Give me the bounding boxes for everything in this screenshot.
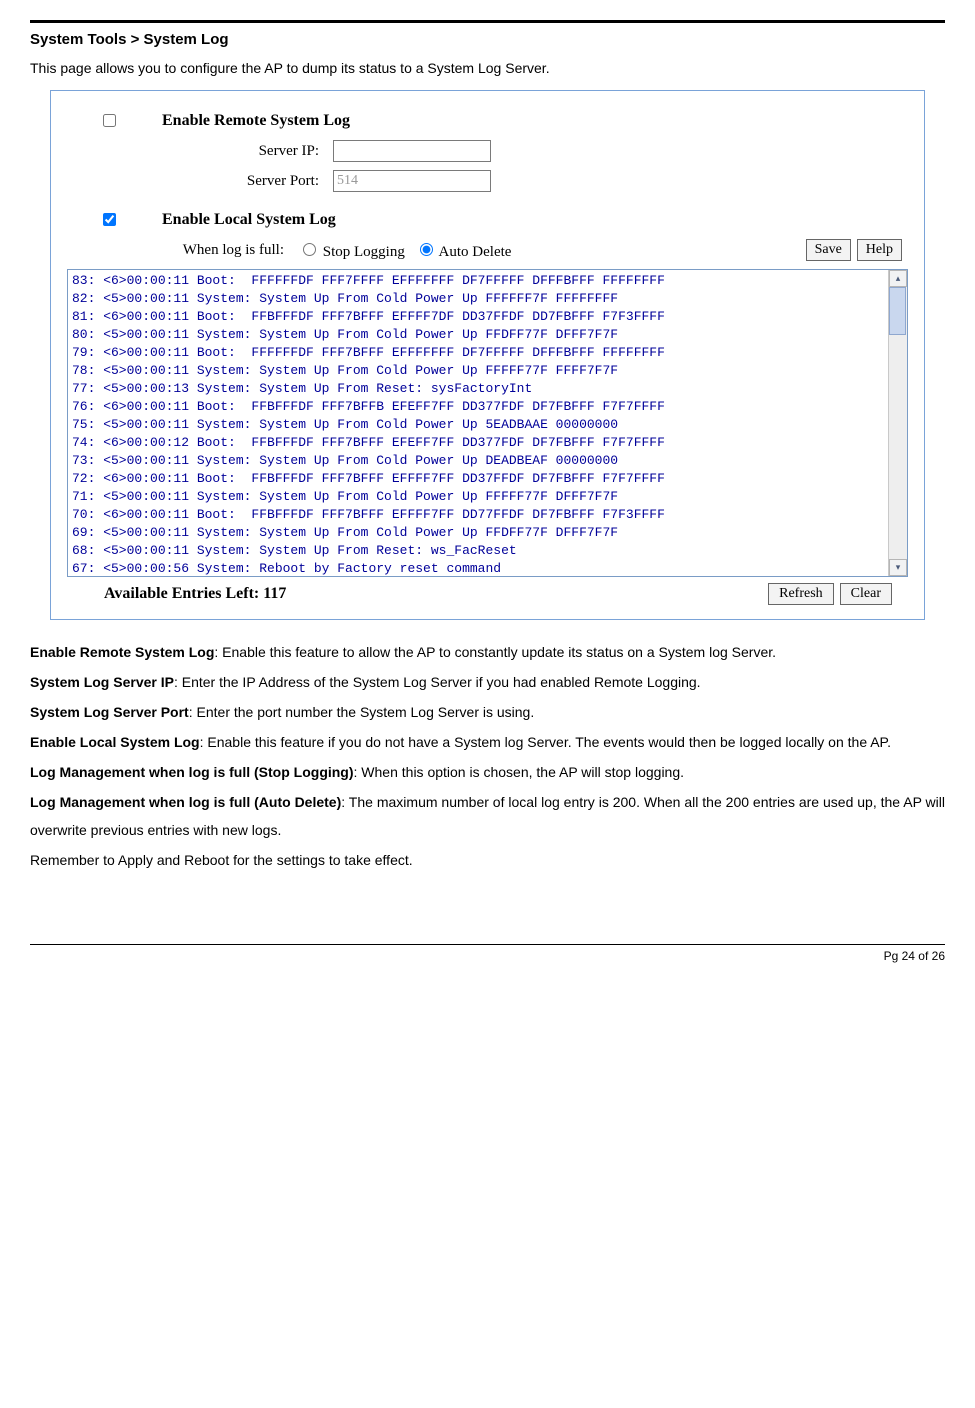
scrollbar[interactable]: ▴ ▾ <box>888 270 907 576</box>
desc-ip-text: : Enter the IP Address of the System Log… <box>174 674 701 690</box>
auto-delete-option[interactable]: Auto Delete <box>415 244 512 260</box>
enable-remote-label: Enable Remote System Log <box>162 112 350 130</box>
scroll-thumb[interactable] <box>889 287 906 335</box>
stop-logging-label: Stop Logging <box>323 244 405 260</box>
desc-remote-title: Enable Remote System Log <box>30 644 214 660</box>
server-port-label: Server Port: <box>59 173 333 190</box>
server-port-input[interactable] <box>333 170 491 192</box>
desc-port-title: System Log Server Port <box>30 704 189 720</box>
page-title: System Tools > System Log <box>30 31 945 48</box>
desc-stop-title: Log Management when log is full (Stop Lo… <box>30 764 354 780</box>
enable-local-label: Enable Local System Log <box>162 211 336 229</box>
help-button[interactable]: Help <box>857 239 902 261</box>
log-text: 83: <6>00:00:11 Boot: FFFFFFDF FFF7FFFF … <box>68 270 907 577</box>
desc-port-text: : Enter the port number the System Log S… <box>189 704 535 720</box>
log-full-radio-group: Stop Logging Auto Delete <box>298 240 517 261</box>
enable-local-checkbox[interactable] <box>103 213 116 226</box>
scroll-up-icon[interactable]: ▴ <box>889 270 907 287</box>
desc-ip-title: System Log Server IP <box>30 674 174 690</box>
stop-logging-option[interactable]: Stop Logging <box>298 244 405 260</box>
clear-button[interactable]: Clear <box>840 583 892 605</box>
page-intro: This page allows you to configure the AP… <box>30 60 945 76</box>
desc-local-title: Enable Local System Log <box>30 734 200 750</box>
desc-auto-title: Log Management when log is full (Auto De… <box>30 794 341 810</box>
when-log-full-label: When log is full: <box>59 242 298 259</box>
config-panel: Enable Remote System Log Server IP: Serv… <box>50 90 925 620</box>
desc-local-text: : Enable this feature if you do not have… <box>200 734 891 750</box>
page-footer: Pg 24 of 26 <box>30 944 945 963</box>
desc-remote-text: : Enable this feature to allow the AP to… <box>214 644 776 660</box>
available-entries-label: Available Entries Left: 117 <box>104 585 286 603</box>
server-ip-input[interactable] <box>333 140 491 162</box>
desc-reminder: Remember to Apply and Reboot for the set… <box>30 846 945 874</box>
save-button[interactable]: Save <box>806 239 851 261</box>
auto-delete-label: Auto Delete <box>439 244 512 260</box>
description-block: Enable Remote System Log: Enable this fe… <box>30 638 945 874</box>
scroll-down-icon[interactable]: ▾ <box>889 559 907 576</box>
server-ip-label: Server IP: <box>59 143 333 160</box>
refresh-button[interactable]: Refresh <box>768 583 834 605</box>
desc-stop-text: : When this option is chosen, the AP wil… <box>354 764 685 780</box>
enable-remote-checkbox[interactable] <box>103 114 116 127</box>
log-box: 83: <6>00:00:11 Boot: FFFFFFDF FFF7FFFF … <box>67 269 908 577</box>
